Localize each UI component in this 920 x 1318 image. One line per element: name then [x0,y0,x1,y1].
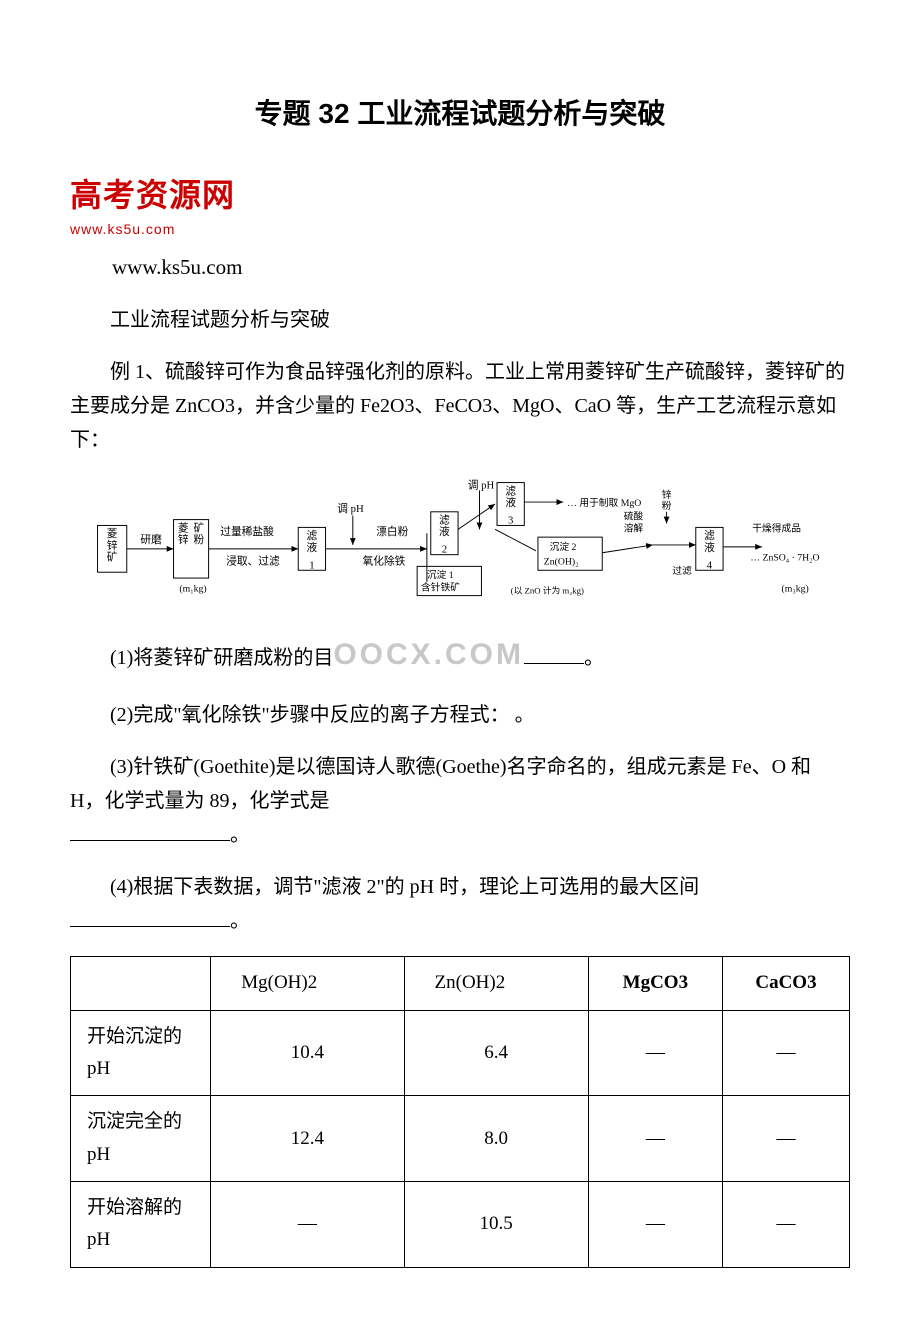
table-cell: — [722,1010,849,1096]
example-text: 例 1、硫酸锌可作为食品锌强化剂的原料。工业上常用菱锌矿生产硫酸锌，菱锌矿的主要… [70,355,850,457]
svg-text:液: 液 [505,496,516,509]
svg-text:硫酸: 硫酸 [624,510,644,523]
table-cell: 12.4 [211,1096,404,1182]
svg-text:浸取、过滤: 浸取、过滤 [226,555,280,568]
data-table: Mg(OH)2 Zn(OH)2 MgCO3 CaCO3 开始沉淀的 pH10.4… [70,956,850,1267]
table-col-0 [71,957,211,1010]
table-row: 沉淀完全的 pH12.48.0—— [71,1096,850,1182]
table-cell: — [588,1096,722,1182]
question-4: (4)根据下表数据，调节"滤液 2"的 pH 时，理论上可选用的最大区间。 [70,870,850,938]
q3-text: (3)针铁矿(Goethite)是以德国诗人歌德(Goethe)名字命名的，组成… [70,756,811,812]
table-cell: 6.4 [404,1010,588,1096]
table-row-label: 沉淀完全的 pH [71,1096,211,1182]
table-col-1: Mg(OH)2 [211,957,404,1010]
svg-text:漂白粉: 漂白粉 [376,526,408,539]
table-cell: — [211,1181,404,1267]
svg-text:菱: 菱 [107,529,118,541]
svg-text:氧化除铁: 氧化除铁 [363,555,406,568]
table-row-label: 开始沉淀的 pH [71,1010,211,1096]
question-2: (2)完成"氧化除铁"步骤中反应的离子方程式： 。 [70,698,850,732]
svg-text:过量稀盐酸: 过量稀盐酸 [220,526,274,539]
svg-text:干燥得成品: 干燥得成品 [752,523,801,535]
svg-text:粉: 粉 [662,499,672,512]
svg-text:溶解: 溶解 [624,522,644,535]
svg-text:1: 1 [309,560,314,572]
logo-block: 高考资源网 www.ks5u.com [70,168,850,242]
svg-text:(m₁kg): (m₁kg) [179,584,206,595]
question-1: (1)将菱锌矿研磨成粉的目OOCX.COM 。 [70,629,850,680]
svg-text:矿: 矿 [107,551,118,564]
table-header-row: Mg(OH)2 Zn(OH)2 MgCO3 CaCO3 [71,957,850,1010]
svg-text:锌: 锌 [662,489,672,502]
q4-text: (4)根据下表数据，调节"滤液 2"的 pH 时，理论上可选用的最大区间 [110,876,699,898]
svg-text:过滤: 过滤 [672,565,692,578]
svg-text:调 pH: 调 pH [468,480,495,492]
page-title: 专题 32 工业流程试题分析与突破 [70,90,850,138]
svg-text:液: 液 [307,541,318,554]
table-row-label: 开始溶解的 pH [71,1181,211,1267]
table-row: 开始溶解的 pH—10.5—— [71,1181,850,1267]
table-cell: — [722,1096,849,1182]
flowchart-svg: 菱锌矿研磨菱锌矿粉(m₁kg)过量稀盐酸浸取、过滤滤液1调 pH漂白粉氧化除铁滤… [80,475,840,610]
svg-text:滤: 滤 [439,514,450,527]
svg-text:Zn(OH)₂: Zn(OH)₂ [544,557,579,568]
svg-text:含针铁矿: 含针铁矿 [421,581,460,594]
svg-text:液: 液 [704,541,715,554]
q3-blank [70,821,230,841]
question-3: (3)针铁矿(Goethite)是以德国诗人歌德(Goethe)名字命名的，组成… [70,750,850,852]
url-text: www.ks5u.com [70,250,850,286]
q1-suffix: 。 [584,647,604,669]
svg-text:锌: 锌 [178,533,189,546]
logo-main-text: 高考资源网 [70,168,850,222]
svg-text:粉: 粉 [194,533,205,546]
svg-text:4: 4 [707,560,713,572]
svg-text:… ZnSO₄ · 7H₂O: … ZnSO₄ · 7H₂O [750,553,819,564]
svg-text:… 用于制取 MgO: … 用于制取 MgO [567,496,641,509]
q3-suffix: 。 [230,824,250,846]
table-col-3: MgCO3 [588,957,722,1010]
svg-text:(以 ZnO 计为 m₂kg): (以 ZnO 计为 m₂kg) [511,585,584,596]
flowchart-diagram: 菱锌矿研磨菱锌矿粉(m₁kg)过量稀盐酸浸取、过滤滤液1调 pH漂白粉氧化除铁滤… [70,475,850,621]
svg-text:菱: 菱 [178,523,189,535]
svg-text:沉淀 2: 沉淀 2 [550,540,577,553]
table-cell: 10.5 [404,1181,588,1267]
table-cell: 10.4 [211,1010,404,1096]
svg-text:液: 液 [439,526,450,539]
svg-text:调 pH: 调 pH [337,503,364,515]
q4-blank [70,907,230,927]
svg-text:沉淀 1: 沉淀 1 [427,569,454,582]
table-cell: — [722,1181,849,1267]
q1-prefix: (1)将菱锌矿研磨成粉的目 [110,647,333,669]
table-col-2: Zn(OH)2 [404,957,588,1010]
svg-text:研磨: 研磨 [140,534,162,546]
svg-text:锌: 锌 [107,539,118,552]
svg-text:滤: 滤 [505,485,516,498]
table-row: 开始沉淀的 pH10.46.4—— [71,1010,850,1096]
table-cell: 8.0 [404,1096,588,1182]
table-cell: — [588,1010,722,1096]
svg-text:3: 3 [508,515,513,527]
q1-blank [524,644,584,664]
intro-text: 工业流程试题分析与突破 [70,303,850,337]
svg-text:矿: 矿 [194,522,205,535]
svg-text:滤: 滤 [704,530,715,543]
svg-text:滤: 滤 [307,530,318,543]
q4-suffix: 。 [230,910,250,932]
svg-text:(m₃kg): (m₃kg) [782,584,809,595]
table-col-4: CaCO3 [722,957,849,1010]
table-cell: — [588,1181,722,1267]
svg-text:2: 2 [442,544,447,556]
watermark-text: OOCX.COM [333,638,524,671]
